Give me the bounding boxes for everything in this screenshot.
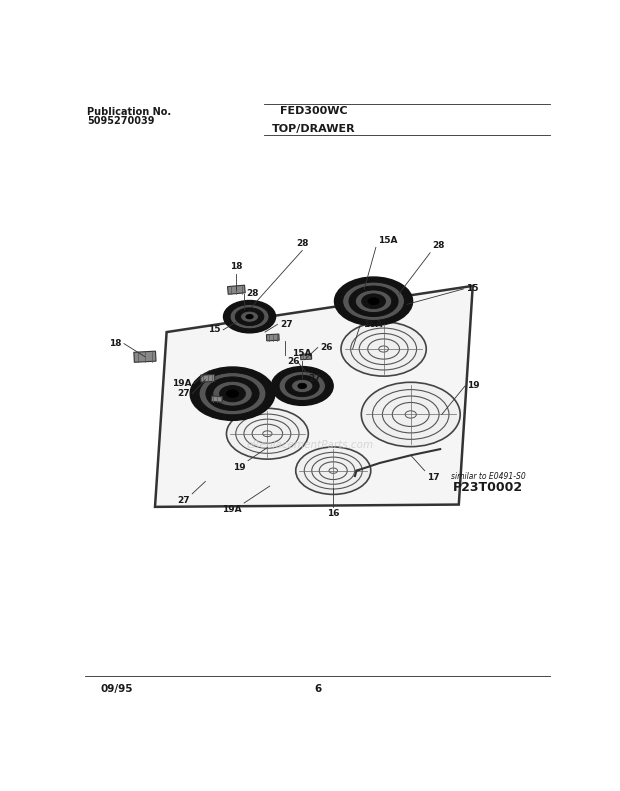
FancyBboxPatch shape bbox=[200, 374, 215, 382]
Text: 28: 28 bbox=[433, 241, 445, 251]
Text: 15: 15 bbox=[466, 285, 478, 293]
Ellipse shape bbox=[236, 414, 299, 453]
Ellipse shape bbox=[272, 366, 333, 405]
Text: 18: 18 bbox=[230, 263, 242, 271]
Text: eReplacementParts.com: eReplacementParts.com bbox=[246, 441, 374, 450]
Ellipse shape bbox=[368, 298, 379, 305]
Ellipse shape bbox=[199, 373, 266, 414]
Ellipse shape bbox=[405, 411, 417, 418]
Ellipse shape bbox=[392, 403, 429, 426]
Text: 15A: 15A bbox=[293, 350, 312, 358]
FancyBboxPatch shape bbox=[301, 354, 312, 360]
Text: 19: 19 bbox=[467, 381, 480, 391]
Text: FED300WC: FED300WC bbox=[280, 106, 348, 115]
Ellipse shape bbox=[361, 382, 460, 447]
Text: 15: 15 bbox=[208, 325, 221, 335]
Ellipse shape bbox=[226, 408, 308, 459]
Ellipse shape bbox=[359, 334, 408, 365]
Ellipse shape bbox=[252, 424, 283, 443]
Ellipse shape bbox=[368, 339, 399, 359]
Ellipse shape bbox=[296, 447, 371, 494]
Ellipse shape bbox=[226, 390, 239, 398]
Ellipse shape bbox=[336, 278, 410, 324]
Ellipse shape bbox=[213, 381, 252, 406]
Ellipse shape bbox=[291, 379, 313, 392]
Text: 26: 26 bbox=[320, 343, 332, 352]
Text: 27: 27 bbox=[309, 374, 321, 384]
Ellipse shape bbox=[190, 367, 275, 420]
Text: 15A: 15A bbox=[378, 236, 397, 245]
Text: 17: 17 bbox=[427, 473, 440, 482]
Ellipse shape bbox=[224, 301, 275, 332]
Ellipse shape bbox=[279, 372, 326, 400]
Text: TOP/DRAWER: TOP/DRAWER bbox=[272, 124, 356, 134]
Ellipse shape bbox=[285, 376, 319, 396]
Ellipse shape bbox=[192, 369, 273, 419]
Ellipse shape bbox=[329, 468, 337, 473]
Ellipse shape bbox=[241, 311, 259, 322]
Ellipse shape bbox=[273, 368, 332, 404]
Ellipse shape bbox=[383, 396, 439, 433]
Text: 28: 28 bbox=[296, 239, 309, 248]
Ellipse shape bbox=[319, 462, 347, 479]
Ellipse shape bbox=[343, 282, 404, 320]
Ellipse shape bbox=[246, 314, 254, 319]
Polygon shape bbox=[155, 286, 472, 507]
Ellipse shape bbox=[355, 290, 392, 312]
Ellipse shape bbox=[349, 286, 398, 316]
Text: 27: 27 bbox=[177, 389, 190, 398]
Text: 27: 27 bbox=[177, 496, 190, 505]
Text: 27: 27 bbox=[280, 320, 293, 329]
FancyBboxPatch shape bbox=[228, 286, 245, 294]
Text: 16A: 16A bbox=[363, 320, 382, 329]
Text: P23T0002: P23T0002 bbox=[453, 482, 523, 494]
Text: 19A: 19A bbox=[222, 505, 242, 514]
Ellipse shape bbox=[379, 346, 389, 352]
Ellipse shape bbox=[341, 322, 427, 377]
Ellipse shape bbox=[335, 277, 413, 326]
Text: 18: 18 bbox=[109, 339, 122, 348]
Text: Publication No.: Publication No. bbox=[87, 108, 171, 117]
Ellipse shape bbox=[236, 308, 264, 326]
FancyBboxPatch shape bbox=[211, 396, 223, 403]
Ellipse shape bbox=[312, 457, 355, 484]
Ellipse shape bbox=[219, 385, 246, 402]
Ellipse shape bbox=[244, 419, 291, 448]
Ellipse shape bbox=[351, 328, 417, 370]
Text: 19A: 19A bbox=[172, 379, 192, 388]
Text: 19: 19 bbox=[233, 463, 246, 472]
Ellipse shape bbox=[304, 452, 362, 489]
Ellipse shape bbox=[263, 431, 272, 437]
Text: 26: 26 bbox=[288, 358, 300, 366]
FancyBboxPatch shape bbox=[134, 351, 156, 362]
Ellipse shape bbox=[373, 390, 449, 439]
Ellipse shape bbox=[298, 383, 307, 388]
Text: 28: 28 bbox=[247, 289, 259, 298]
Text: 16: 16 bbox=[327, 509, 340, 518]
Text: 09/95: 09/95 bbox=[100, 684, 133, 694]
FancyBboxPatch shape bbox=[267, 334, 279, 341]
Ellipse shape bbox=[230, 305, 269, 329]
Text: 6: 6 bbox=[314, 684, 321, 694]
Ellipse shape bbox=[361, 294, 386, 308]
Ellipse shape bbox=[206, 377, 259, 411]
Text: similar to E0491-S0: similar to E0491-S0 bbox=[451, 472, 526, 481]
Ellipse shape bbox=[223, 301, 276, 333]
Text: 5095270039: 5095270039 bbox=[87, 116, 154, 127]
